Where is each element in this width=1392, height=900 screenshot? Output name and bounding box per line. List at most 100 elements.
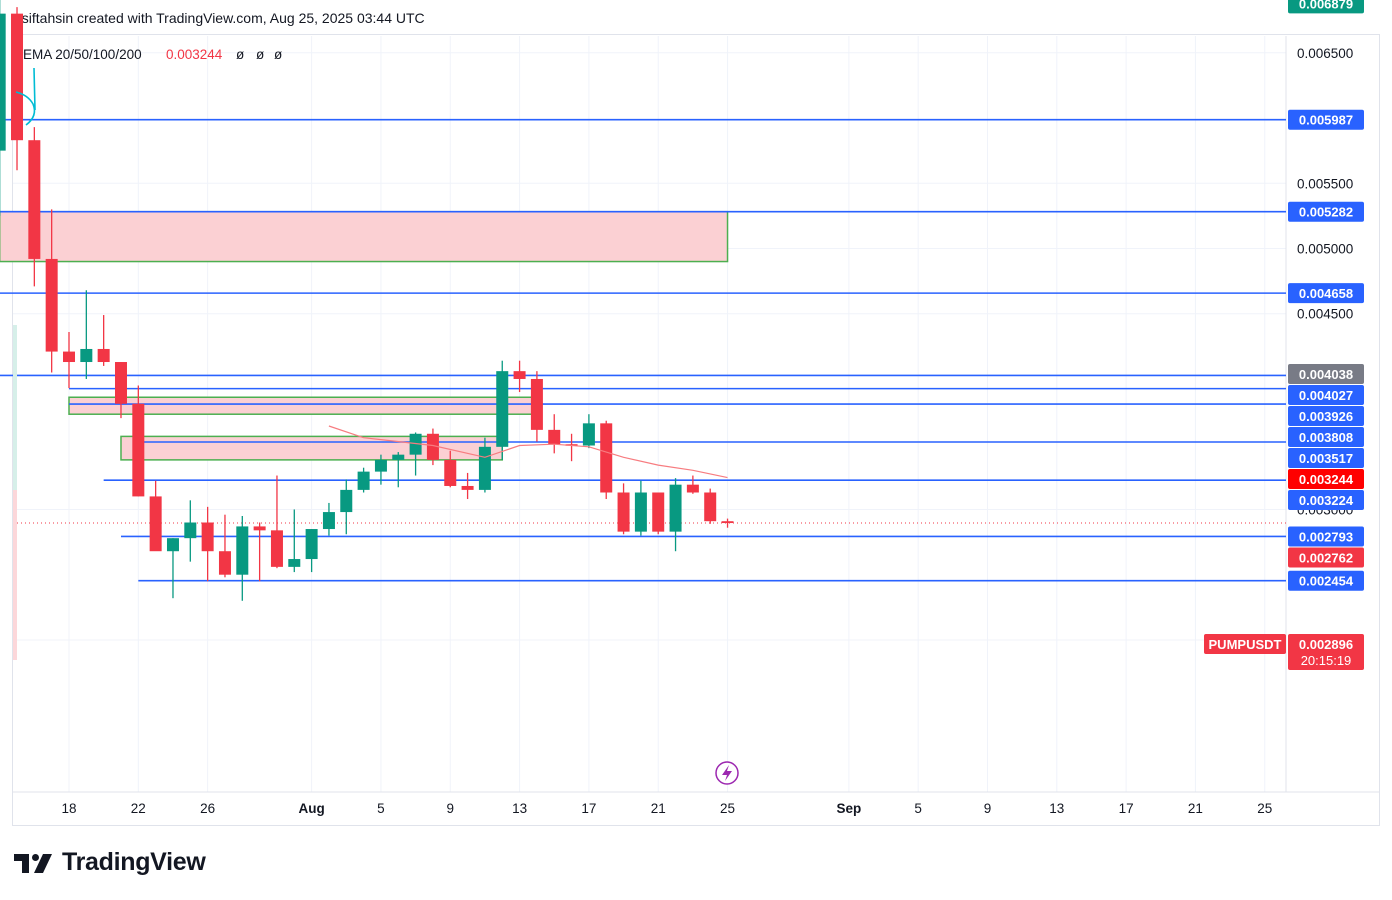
candle[interactable]: [322, 502, 335, 536]
indicator-value: 0.003244: [166, 47, 223, 62]
price-label-text: 0.004027: [1299, 388, 1353, 403]
candles: [0, 0, 734, 601]
candle[interactable]: [686, 475, 699, 494]
candle-body: [426, 433, 439, 460]
candle[interactable]: [218, 514, 231, 578]
price-label-bg: [1288, 283, 1364, 304]
tradingview-logo[interactable]: TradingView: [14, 848, 206, 877]
candle[interactable]: [444, 450, 457, 488]
candle[interactable]: [721, 518, 734, 528]
candle[interactable]: [669, 478, 682, 552]
candle[interactable]: [80, 290, 93, 379]
candle[interactable]: [288, 509, 301, 573]
candle-body: [530, 378, 543, 430]
price-label: 0.003517: [1288, 448, 1364, 469]
candle-body: [721, 521, 734, 524]
candle[interactable]: [704, 488, 717, 524]
price-label-bg: [1288, 364, 1364, 385]
price-label-text: 0.006879: [1299, 0, 1353, 11]
x-tick-label: 9: [984, 801, 992, 816]
y-tick-label: 0.006500: [1297, 46, 1353, 61]
x-tick-label: 17: [581, 801, 596, 816]
candle[interactable]: [132, 385, 145, 497]
price-label-text: 0.004658: [1299, 286, 1353, 301]
candle-body: [444, 459, 457, 486]
price-label-bg: [1288, 109, 1364, 130]
candle[interactable]: [634, 480, 647, 536]
supply-zone[interactable]: [0, 210, 729, 263]
y-tick-label: 0.004500: [1297, 307, 1353, 322]
x-tick-label: 21: [1188, 801, 1203, 816]
candle[interactable]: [184, 500, 197, 562]
candle[interactable]: [114, 362, 127, 419]
candle[interactable]: [392, 452, 405, 488]
candle-body: [63, 351, 75, 363]
y-tick-label: 0.005000: [1297, 242, 1353, 257]
price-label-text: 0.002454: [1299, 574, 1354, 589]
candle[interactable]: [201, 506, 214, 582]
price-labels: 0.006879 0.005987 0.005282 0.004658 0.004038…: [1288, 0, 1364, 591]
candle[interactable]: [461, 472, 474, 500]
candle[interactable]: [236, 515, 249, 601]
candle[interactable]: [63, 332, 75, 389]
candle-body: [132, 403, 145, 497]
candle-body: [166, 538, 179, 552]
x-axis: 18 22 26 Aug 5 9 13 17 21 25 Sep 5 9 13 17 21 25: [61, 801, 1272, 816]
candle[interactable]: [305, 529, 318, 573]
candle[interactable]: [565, 433, 578, 462]
candle[interactable]: [478, 437, 491, 493]
candle[interactable]: [253, 522, 266, 582]
price-label-text: 0.005282: [1299, 205, 1353, 220]
x-tick-label: Aug: [298, 801, 324, 816]
candle-body: [617, 492, 630, 532]
candle[interactable]: [600, 420, 613, 500]
candle[interactable]: [582, 414, 595, 449]
price-label-text: 0.003517: [1299, 451, 1353, 466]
x-tick-label: 17: [1119, 801, 1134, 816]
candle[interactable]: [270, 475, 283, 569]
indicator-na-2: ø: [256, 47, 264, 62]
candle[interactable]: [496, 360, 509, 460]
candle-body: [374, 459, 387, 472]
candle[interactable]: [357, 467, 370, 493]
candle[interactable]: [617, 483, 630, 535]
price-label-text: 0.005987: [1299, 113, 1353, 128]
candle[interactable]: [652, 492, 665, 535]
lightning-event-icon[interactable]: [715, 761, 739, 785]
x-tick-label: 9: [447, 801, 455, 816]
candle-body: [513, 371, 526, 379]
candle[interactable]: [28, 127, 41, 287]
ema-line: [328, 425, 728, 479]
x-tick-label: 13: [1049, 801, 1064, 816]
x-tick-label: 5: [914, 801, 922, 816]
price-label-bg: [1288, 427, 1364, 448]
candle[interactable]: [166, 538, 179, 599]
candle[interactable]: [374, 454, 387, 485]
price-label-text: 0.003808: [1299, 430, 1353, 445]
trend-drawing[interactable]: [15, 67, 36, 126]
support-resistance-lines: [0, 118, 1286, 582]
candle-body: [340, 489, 353, 513]
candle[interactable]: [513, 360, 526, 393]
candle-body: [686, 484, 699, 493]
candle[interactable]: [426, 428, 439, 466]
candle[interactable]: [97, 315, 110, 366]
candle[interactable]: [530, 371, 543, 442]
price-label: 0.004658: [1288, 283, 1364, 304]
candle-body: [97, 348, 110, 363]
candle[interactable]: [0, 0, 6, 216]
price-label-bg: [1288, 406, 1364, 427]
candle[interactable]: [340, 479, 353, 535]
candle-body: [11, 13, 24, 141]
candle[interactable]: [11, 7, 24, 171]
candle[interactable]: [45, 209, 58, 373]
candle[interactable]: [409, 432, 422, 476]
price-label-text: 0.003224: [1299, 493, 1354, 508]
indicator-legend[interactable]: EMA 20/50/100/200 0.003244 ø ø ø: [23, 47, 282, 62]
price-label: 0.005987: [1288, 109, 1364, 130]
candle[interactable]: [548, 414, 561, 454]
candle[interactable]: [149, 480, 162, 552]
price-label-bg: [1288, 201, 1364, 222]
x-tick-label: 25: [720, 801, 735, 816]
